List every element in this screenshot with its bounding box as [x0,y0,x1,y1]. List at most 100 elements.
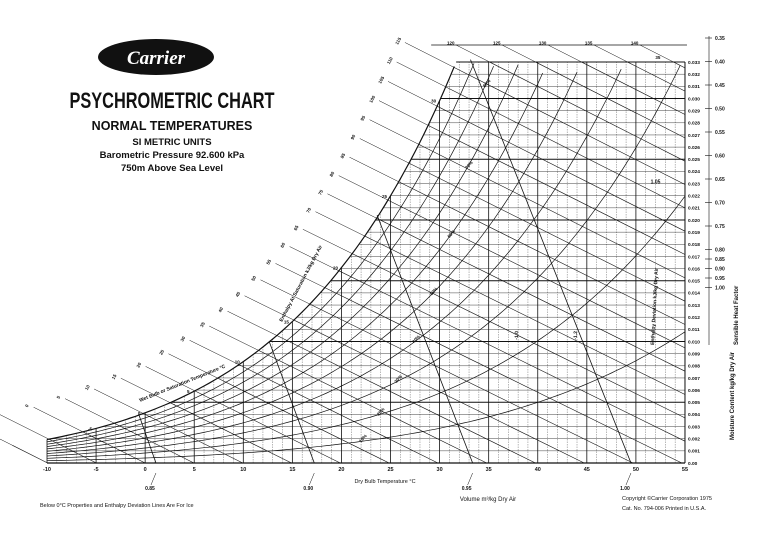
enthalpy-extension-line [338,175,389,201]
enthalpy-scale-label: 10 [84,384,91,391]
enthalpy-deviation-value: -1.2 [573,331,579,340]
y-tick-label: 0.017 [688,254,700,260]
pressure-label: Barometric Pressure 92.600 kPa [100,150,245,161]
enthalpy-line [114,422,195,464]
enthalpy-scale-label: 45 [234,291,241,298]
volume-label: 0.90 [303,486,313,492]
shf-tick-label: 0.70 [715,200,725,206]
rh-label: 80% [482,78,492,88]
y-tick-label: 0.023 [688,181,700,187]
enthalpy-scale-label: 80 [329,170,336,177]
enthalpy-extension-line [227,310,277,336]
relative-humidity-curve [46,65,681,457]
relative-humidity-curve [46,65,494,445]
enthalpy-scale-label: 100 [368,94,376,103]
enthalpy-line [427,125,686,255]
y-tick-label: 0.027 [688,133,700,139]
y-tick-label: 0.024 [688,169,700,175]
x-axis-label: Dry Bulb Temperature °C [354,479,415,485]
x-tick-label: -5 [94,467,99,473]
y-tick-label: 0.016 [688,266,700,272]
enthalpy-extension-line [64,398,115,424]
x-tick-label: -10 [43,467,51,473]
y-tick-label: 0.00 [688,461,698,467]
enthalpy-scale-label: 105 [377,75,385,84]
enthalpy-scale-label: 120 [447,40,455,45]
plot-area: 0.00 0.001 0.002 0.003 0.004 0.005 0.006 0.007 0… [0,36,725,492]
shf-tick-label: 0.90 [715,266,725,272]
enthalpy-scale-label: 70 [305,206,312,213]
shf-tick-label: 0.80 [715,247,725,253]
enthalpy-line [408,162,686,302]
enthalpy-scale-label: 30 [180,335,187,342]
catalog-number: Cat. No. 794-006 Printed in U.S.A. [622,506,707,512]
shf-tick-label: 0.50 [715,106,725,112]
shf-tick-label: 0.35 [715,36,725,42]
enthalpy-line [324,287,682,464]
y-tick-label: 0.004 [688,412,700,418]
enthalpy-line [309,303,634,464]
relative-humidity-curve [46,69,622,454]
enthalpy-extension-line [289,246,340,272]
enthalpy-extension-line [369,119,419,145]
enthalpy-extension-line [244,295,294,321]
x-tick-label: 10 [240,467,246,473]
volume-axis-label: Volume m³/kg Dry Air [460,497,516,503]
enthalpy-line [82,431,146,464]
enthalpy-scale-label: 125 [493,40,501,45]
enthalpy-scale-label: 85 [339,152,346,159]
enthalpy-extension-line [378,100,429,126]
enthalpy-scale-label: 95 [360,114,367,121]
volume-label: 0.85 [145,486,155,492]
y-tick-label: 0.026 [688,145,700,151]
enthalpy-line [387,199,686,349]
y-tick-label: 0.011 [688,327,700,333]
y-tick-label: 0.012 [688,315,700,321]
enthalpy-extension-line [639,44,674,63]
saturation-curve [46,66,455,441]
y-tick-label: 0.008 [688,364,700,370]
altitude-label: 750m Above Sea Level [121,163,223,174]
y-tick-label: 0.022 [688,194,700,200]
relative-humidity-curve [46,331,686,462]
chart-title: PSYCHROMETRIC CHART [70,88,275,113]
relative-humidity-curve [46,72,544,450]
enthalpy-line [143,413,243,464]
wet-bulb-label: -5 [88,426,92,431]
y-tick-label: 0.015 [688,279,700,285]
rh-label: 40% [411,334,421,344]
enthalpy-extension-line [302,229,353,254]
x-tick-label: 40 [535,467,541,473]
y-tick-label: 0.021 [688,206,700,212]
enthalpy-extension-line [501,44,536,63]
enthalpy-line [238,364,438,464]
enthalpy-scale-label: 65 [293,224,300,231]
wet-bulb-label: 25 [382,194,388,199]
shf-label: Sensible Heat Factor [734,285,740,345]
enthalpy-line [338,270,686,442]
x-tick-label: 55 [682,467,688,473]
rh-label: 50% [429,286,439,296]
enthalpy-scale-label: 90 [350,133,357,140]
y-tick-label: 0.014 [688,291,700,297]
y-tick-label: 0.007 [688,376,700,382]
x-tick-label: 0 [144,467,147,473]
enthalpy-scale-label: 55 [265,258,272,265]
y-tick-label: 0.006 [688,388,700,394]
enthalpy-line [489,61,686,162]
enthalpy-extension-line [327,193,377,219]
enthalpy-line [581,61,686,115]
wet-bulb-label: 10 [235,360,241,365]
enthalpy-line [673,61,686,69]
enthalpy-extension-line [145,366,195,392]
enthalpy-scale-label: 110 [386,56,394,65]
y-tick-label: 0.033 [688,60,700,66]
volume-label: 0.95 [462,486,472,492]
rh-label: 60% [446,229,456,239]
y-tick-label: 0.030 [688,96,700,102]
carrier-logo: Carrier [98,39,214,75]
shf-tick-label: 0.55 [715,130,725,136]
rh-label: 10% [358,433,368,443]
units-label: SI METRIC UNITS [132,137,211,148]
enthalpy-extension-line [396,61,446,88]
